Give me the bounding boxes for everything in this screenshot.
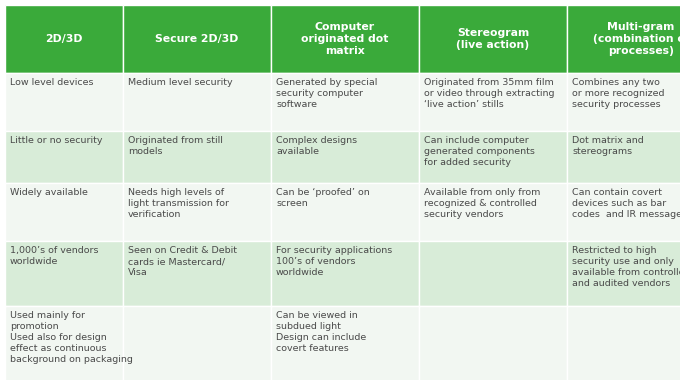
Text: Medium level security: Medium level security bbox=[128, 78, 233, 87]
Bar bbox=[5, 73, 123, 131]
Bar bbox=[271, 183, 419, 241]
Text: For security applications
100’s of vendors
worldwide: For security applications 100’s of vendo… bbox=[276, 246, 392, 277]
Bar bbox=[419, 5, 567, 73]
Bar bbox=[123, 5, 271, 73]
Bar bbox=[419, 241, 567, 306]
Bar bbox=[123, 306, 271, 380]
Bar bbox=[271, 183, 419, 241]
Bar bbox=[5, 131, 123, 183]
Bar bbox=[5, 241, 123, 306]
Bar bbox=[419, 131, 567, 183]
Bar bbox=[271, 241, 419, 306]
Bar bbox=[5, 241, 123, 306]
Text: 2D/3D: 2D/3D bbox=[46, 34, 83, 44]
Bar bbox=[5, 5, 123, 73]
Text: Generated by special
security computer
software: Generated by special security computer s… bbox=[276, 78, 377, 109]
Bar bbox=[271, 131, 419, 183]
Bar bbox=[567, 73, 680, 131]
Text: Originated from still
models: Originated from still models bbox=[128, 136, 223, 156]
Text: Needs high levels of
light transmission for
verification: Needs high levels of light transmission … bbox=[128, 188, 229, 219]
Text: Stereogram
(live action): Stereogram (live action) bbox=[456, 28, 530, 50]
Bar bbox=[271, 241, 419, 306]
Text: Little or no security: Little or no security bbox=[10, 136, 103, 145]
Bar bbox=[123, 183, 271, 241]
Text: Can include computer
generated components
for added security: Can include computer generated component… bbox=[424, 136, 535, 167]
Bar bbox=[123, 73, 271, 131]
Bar bbox=[123, 131, 271, 183]
Bar bbox=[567, 5, 680, 73]
Text: Seen on Credit & Debit
cards ie Mastercard/
Visa: Seen on Credit & Debit cards ie Masterca… bbox=[128, 246, 237, 277]
Bar bbox=[271, 306, 419, 380]
Bar bbox=[123, 241, 271, 306]
Bar bbox=[271, 5, 419, 73]
Bar bbox=[567, 131, 680, 183]
Text: Used mainly for
promotion
Used also for design
effect as continuous
background o: Used mainly for promotion Used also for … bbox=[10, 311, 133, 364]
Bar bbox=[123, 241, 271, 306]
Bar bbox=[271, 5, 419, 73]
Bar bbox=[271, 306, 419, 380]
Bar bbox=[419, 5, 567, 73]
Bar bbox=[123, 131, 271, 183]
Bar bbox=[567, 5, 680, 73]
Text: Originated from 35mm film
or video through extracting
‘live action’ stills: Originated from 35mm film or video throu… bbox=[424, 78, 554, 109]
Bar bbox=[419, 183, 567, 241]
Text: Dot matrix and
stereograms: Dot matrix and stereograms bbox=[572, 136, 644, 156]
Text: Combines any two
or more recognized
security processes: Combines any two or more recognized secu… bbox=[572, 78, 664, 109]
Bar bbox=[419, 306, 567, 380]
Text: Complex designs
available: Complex designs available bbox=[276, 136, 357, 156]
Text: Available from only from
recognized & controlled
security vendors: Available from only from recognized & co… bbox=[424, 188, 541, 219]
Bar bbox=[567, 306, 680, 380]
Text: 1,000’s of vendors
worldwide: 1,000’s of vendors worldwide bbox=[10, 246, 99, 266]
Bar bbox=[123, 306, 271, 380]
Bar bbox=[567, 183, 680, 241]
Bar bbox=[567, 306, 680, 380]
Bar bbox=[567, 183, 680, 241]
Bar bbox=[271, 131, 419, 183]
Bar bbox=[567, 73, 680, 131]
Bar bbox=[567, 131, 680, 183]
Text: Can be viewed in
subdued light
Design can include
covert features: Can be viewed in subdued light Design ca… bbox=[276, 311, 367, 353]
Bar bbox=[5, 306, 123, 380]
Bar bbox=[123, 5, 271, 73]
Bar bbox=[5, 306, 123, 380]
Bar bbox=[419, 131, 567, 183]
Bar bbox=[419, 306, 567, 380]
Bar bbox=[5, 183, 123, 241]
Text: Widely available: Widely available bbox=[10, 188, 88, 197]
Bar bbox=[123, 183, 271, 241]
Bar bbox=[5, 5, 123, 73]
Bar bbox=[5, 183, 123, 241]
Bar bbox=[419, 183, 567, 241]
Text: Restricted to high
security use and only
available from controlled
and audited v: Restricted to high security use and only… bbox=[572, 246, 680, 288]
Bar bbox=[5, 131, 123, 183]
Text: Can be ‘proofed’ on
screen: Can be ‘proofed’ on screen bbox=[276, 188, 370, 208]
Bar bbox=[419, 241, 567, 306]
Bar bbox=[567, 241, 680, 306]
Bar bbox=[419, 73, 567, 131]
Text: Low level devices: Low level devices bbox=[10, 78, 94, 87]
Bar bbox=[271, 73, 419, 131]
Text: Computer
originated dot
matrix: Computer originated dot matrix bbox=[301, 22, 389, 56]
Text: Can contain covert
devices such as bar
codes  and IR messages: Can contain covert devices such as bar c… bbox=[572, 188, 680, 219]
Text: Multi-gram
(combination of
processes): Multi-gram (combination of processes) bbox=[593, 22, 680, 56]
Text: Secure 2D/3D: Secure 2D/3D bbox=[155, 34, 239, 44]
Bar bbox=[271, 73, 419, 131]
Bar bbox=[123, 73, 271, 131]
Bar bbox=[5, 73, 123, 131]
Bar bbox=[419, 73, 567, 131]
Bar bbox=[567, 241, 680, 306]
